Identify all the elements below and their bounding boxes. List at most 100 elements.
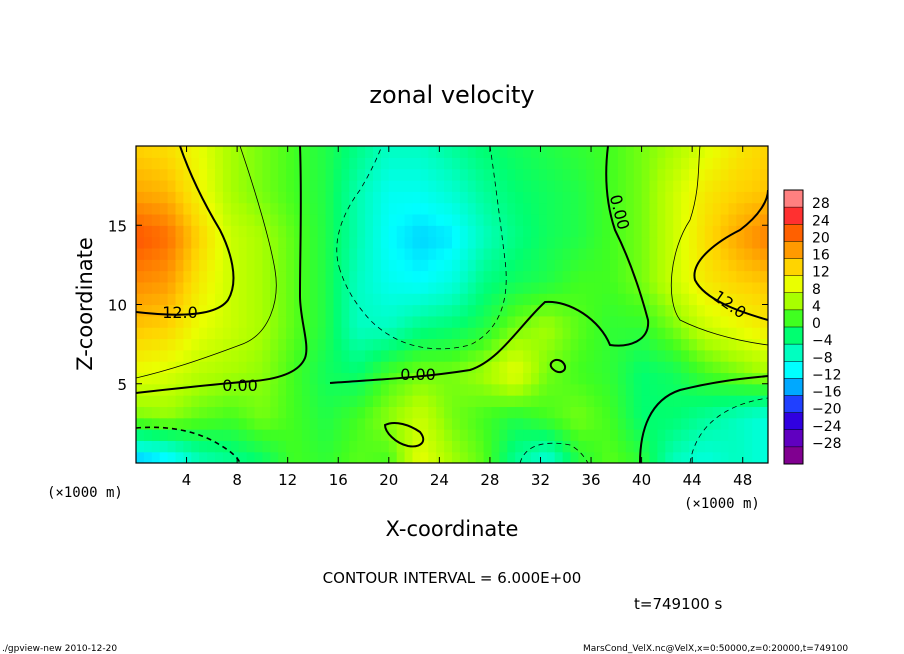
heatmap-cell bbox=[341, 327, 350, 340]
heatmap-cell bbox=[222, 315, 232, 328]
heatmap-cell bbox=[452, 304, 461, 317]
heatmap-cell bbox=[317, 451, 327, 463]
heatmap-cell bbox=[301, 146, 311, 158]
heatmap-cell bbox=[388, 349, 398, 362]
colorbar-swatch bbox=[784, 190, 803, 208]
heatmap-cell bbox=[602, 293, 611, 306]
heatmap-cell bbox=[246, 395, 256, 407]
heatmap-cell bbox=[167, 315, 177, 328]
heatmap-cell bbox=[507, 327, 516, 340]
heatmap-cell bbox=[262, 213, 271, 226]
heatmap-cell bbox=[459, 417, 469, 430]
heatmap-cell bbox=[736, 213, 745, 226]
heatmap-cell bbox=[570, 429, 579, 441]
heatmap-cell bbox=[720, 417, 730, 430]
colorbar-tick-label: 16 bbox=[812, 248, 830, 264]
heatmap-cell bbox=[349, 361, 358, 374]
heatmap-cell bbox=[396, 270, 406, 283]
heatmap-cell bbox=[538, 383, 548, 396]
heatmap-cell bbox=[175, 146, 184, 158]
heatmap-cell bbox=[270, 440, 279, 453]
heatmap-cell bbox=[325, 395, 335, 407]
heatmap-cell bbox=[444, 168, 453, 181]
heatmap-cell bbox=[270, 213, 279, 226]
heatmap-cell bbox=[467, 293, 477, 306]
heatmap-cell bbox=[365, 406, 374, 419]
heatmap-cell bbox=[673, 429, 682, 441]
heatmap-cell bbox=[689, 247, 698, 260]
heatmap-cell bbox=[199, 225, 208, 238]
heatmap-cell bbox=[523, 440, 532, 453]
heatmap-cell bbox=[617, 225, 627, 238]
heatmap-cell bbox=[728, 451, 737, 463]
heatmap-cell bbox=[278, 179, 287, 192]
heatmap-cell bbox=[452, 281, 461, 294]
heatmap-cell bbox=[183, 168, 192, 181]
heatmap-cell bbox=[507, 225, 516, 238]
heatmap-cell bbox=[523, 225, 532, 238]
heatmap-cell bbox=[546, 179, 556, 192]
heatmap-cell bbox=[728, 406, 737, 419]
contour-line-thin-left bbox=[136, 146, 277, 379]
heatmap-cell bbox=[325, 361, 335, 374]
heatmap-cell bbox=[602, 247, 611, 260]
heatmap-cell bbox=[246, 429, 256, 441]
heatmap-cell bbox=[617, 293, 627, 306]
heatmap-cell bbox=[294, 179, 303, 192]
heatmap-cell bbox=[404, 372, 414, 385]
heatmap-cell bbox=[199, 440, 208, 453]
heatmap-cell bbox=[238, 406, 248, 419]
heatmap-cell bbox=[696, 304, 706, 317]
heatmap-cell bbox=[752, 247, 761, 260]
heatmap-cell bbox=[760, 236, 768, 249]
heatmap-cell bbox=[459, 236, 469, 249]
heatmap-cell bbox=[704, 179, 714, 192]
heatmap-cell bbox=[199, 304, 208, 317]
heatmap-cell bbox=[191, 349, 200, 362]
heatmap-cell bbox=[523, 259, 532, 272]
heatmap-cell bbox=[380, 383, 390, 396]
heatmap-cell bbox=[412, 157, 421, 170]
heatmap-cell bbox=[704, 361, 714, 374]
heatmap-cell bbox=[578, 247, 587, 260]
heatmap-cell bbox=[586, 372, 595, 385]
heatmap-cell bbox=[341, 168, 350, 181]
heatmap-cell bbox=[183, 315, 192, 328]
heatmap-cell bbox=[459, 406, 469, 419]
heatmap-cell bbox=[396, 451, 406, 463]
heatmap-cell bbox=[610, 338, 619, 351]
heatmap-cell bbox=[238, 225, 248, 238]
heatmap-cell bbox=[712, 451, 722, 463]
heatmap-cell bbox=[712, 247, 722, 260]
heatmap-cell bbox=[499, 395, 508, 407]
heatmap-cell bbox=[625, 406, 635, 419]
heatmap-cell bbox=[365, 225, 374, 238]
heatmap-cell bbox=[151, 191, 161, 204]
heatmap-cell bbox=[696, 361, 706, 374]
heatmap-cell bbox=[215, 327, 224, 340]
heatmap-cell bbox=[373, 395, 382, 407]
heatmap-cell bbox=[143, 179, 153, 192]
heatmap-cell bbox=[143, 281, 153, 294]
heatmap-cell bbox=[222, 429, 232, 441]
heatmap-cell bbox=[665, 304, 674, 317]
heatmap-cell bbox=[586, 327, 595, 340]
heatmap-cell bbox=[151, 417, 161, 430]
heatmap-cell bbox=[641, 429, 651, 441]
heatmap-cell bbox=[681, 327, 690, 340]
heatmap-cell bbox=[428, 225, 437, 238]
heatmap-cell bbox=[222, 440, 232, 453]
heatmap-cell bbox=[760, 440, 768, 453]
heatmap-cell bbox=[388, 406, 398, 419]
heatmap-cell bbox=[546, 259, 556, 272]
heatmap-cell bbox=[586, 304, 595, 317]
heatmap-cell bbox=[459, 440, 469, 453]
heatmap-cell bbox=[744, 225, 753, 238]
heatmap-cell bbox=[143, 202, 153, 215]
heatmap-cell bbox=[246, 440, 256, 453]
heatmap-cell bbox=[230, 157, 240, 170]
heatmap-cell bbox=[538, 146, 548, 158]
heatmap-cell bbox=[641, 361, 651, 374]
heatmap-cell bbox=[317, 157, 327, 170]
heatmap-cell bbox=[191, 247, 200, 260]
